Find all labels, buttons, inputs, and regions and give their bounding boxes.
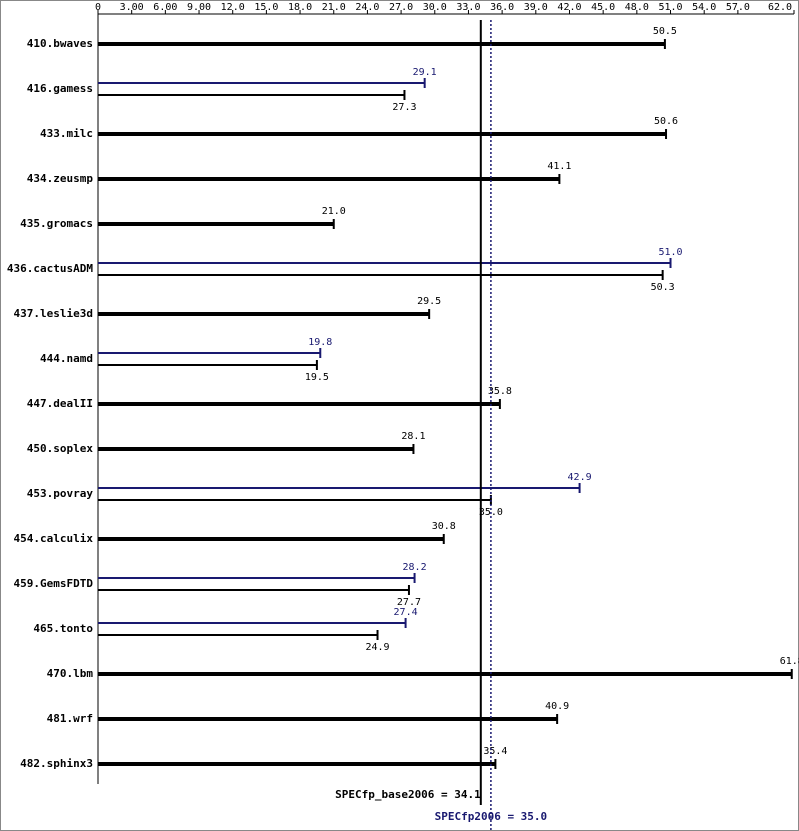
bar <box>98 717 558 721</box>
reference-label: SPECfp_base2006 = 34.1 <box>335 788 481 801</box>
value-label: 50.6 <box>654 116 678 127</box>
category-label: 434.zeusmp <box>27 172 94 185</box>
value-label: 28.1 <box>401 431 425 442</box>
category-label: 470.lbm <box>47 667 94 680</box>
x-tick-label: 6.00 <box>153 2 177 13</box>
bar <box>98 762 496 766</box>
category-label: 444.namd <box>40 352 93 365</box>
value-label: 19.8 <box>308 337 332 348</box>
value-label: 35.4 <box>483 746 507 757</box>
bar <box>98 487 580 489</box>
x-tick-label: 57.0 <box>726 2 750 13</box>
bar <box>98 132 667 136</box>
category-label: 454.calculix <box>14 532 94 545</box>
bar <box>98 499 491 501</box>
x-tick-label: 42.0 <box>557 2 581 13</box>
value-label: 51.0 <box>658 247 682 258</box>
value-label: 27.3 <box>392 102 416 113</box>
x-tick-label: 15.0 <box>254 2 278 13</box>
value-label: 50.5 <box>653 26 677 37</box>
x-tick-label: 33.0 <box>456 2 480 13</box>
bar <box>98 447 414 451</box>
value-label: 27.4 <box>394 607 418 618</box>
x-tick-label: 45.0 <box>591 2 615 13</box>
value-label: 30.8 <box>432 521 456 532</box>
value-label: 21.0 <box>322 206 346 217</box>
x-tick-label: 27.0 <box>389 2 413 13</box>
bar <box>98 94 405 96</box>
category-label: 433.milc <box>40 127 93 140</box>
bar <box>98 177 560 181</box>
category-label: 482.sphinx3 <box>20 757 93 770</box>
category-label: 435.gromacs <box>20 217 93 230</box>
bar <box>98 364 317 366</box>
x-tick-label: 0 <box>95 2 101 13</box>
x-tick-label: 54.0 <box>692 2 716 13</box>
value-label: 50.3 <box>651 282 675 293</box>
x-tick-label: 12.0 <box>221 2 245 13</box>
x-tick-label: 62.0 <box>768 2 792 13</box>
category-label: 481.wrf <box>47 712 93 725</box>
x-tick-label: 3.00 <box>120 2 144 13</box>
value-label: 40.9 <box>545 701 569 712</box>
x-tick-label: 18.0 <box>288 2 312 13</box>
value-label: 41.1 <box>547 161 571 172</box>
bar <box>98 312 430 316</box>
bar <box>98 274 663 276</box>
bar <box>98 622 406 624</box>
x-tick-label: 39.0 <box>524 2 548 13</box>
value-label: 27.7 <box>397 597 421 608</box>
x-tick-label: 21.0 <box>322 2 346 13</box>
bar <box>98 672 792 676</box>
category-label: 436.cactusADM <box>7 262 93 275</box>
category-label: 437.leslie3d <box>14 307 93 320</box>
bar <box>98 589 409 591</box>
category-label: 416.gamess <box>27 82 93 95</box>
category-label: 465.tonto <box>33 622 93 635</box>
value-label: 29.1 <box>413 67 437 78</box>
bar <box>98 537 444 541</box>
x-tick-label: 9.00 <box>187 2 211 13</box>
x-tick-label: 36.0 <box>490 2 514 13</box>
bar <box>98 262 671 264</box>
reference-label: SPECfp2006 = 35.0 <box>435 810 548 823</box>
value-label: 35.8 <box>488 386 512 397</box>
x-tick-label: 48.0 <box>625 2 649 13</box>
value-label: 61.8 <box>780 656 799 667</box>
bar <box>98 352 321 354</box>
x-tick-label: 51.0 <box>658 2 682 13</box>
x-tick-label: 30.0 <box>423 2 447 13</box>
bar <box>98 222 334 226</box>
bar <box>98 82 425 84</box>
value-label: 19.5 <box>305 372 329 383</box>
category-label: 450.soplex <box>27 442 94 455</box>
x-tick-label: 24.0 <box>355 2 379 13</box>
bar <box>98 42 665 46</box>
value-label: 42.9 <box>568 472 592 483</box>
category-label: 453.povray <box>27 487 94 500</box>
bar <box>98 577 415 579</box>
category-label: 410.bwaves <box>27 37 93 50</box>
value-label: 29.5 <box>417 296 441 307</box>
value-label: 28.2 <box>403 562 427 573</box>
bar <box>98 634 378 636</box>
category-label: 447.dealII <box>27 397 93 410</box>
value-label: 24.9 <box>365 642 389 653</box>
category-label: 459.GemsFDTD <box>14 577 94 590</box>
bar <box>98 402 500 406</box>
